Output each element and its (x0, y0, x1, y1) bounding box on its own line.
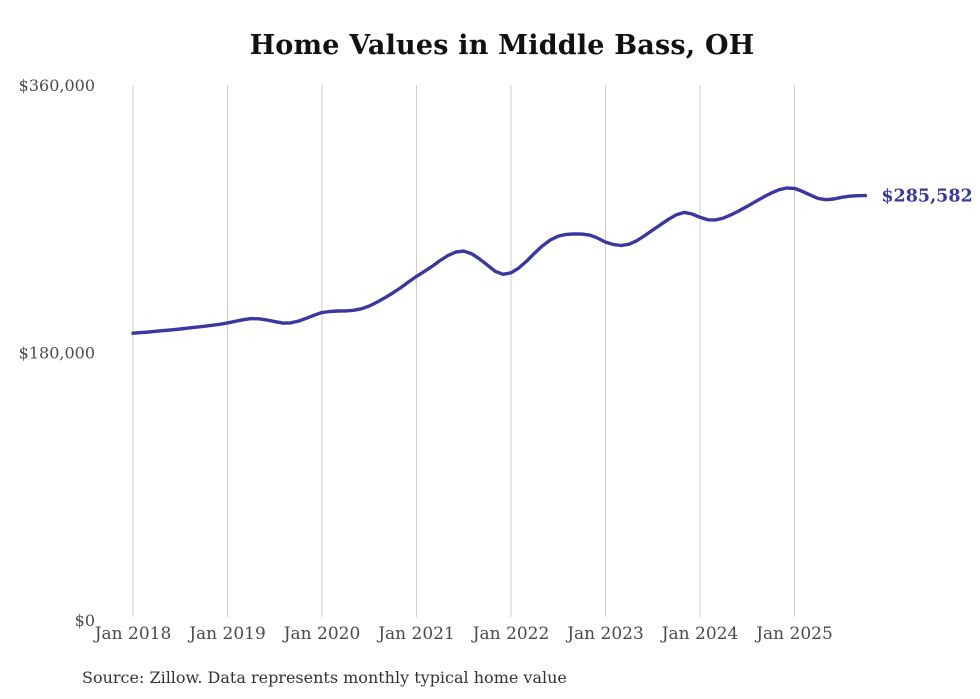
x-tick-label: Jan 2021 (376, 624, 455, 644)
y-tick-label: $0 (75, 611, 95, 630)
x-tick-label: Jan 2024 (660, 624, 739, 644)
home-value-line (131, 186, 868, 335)
x-tick-label: Jan 2025 (754, 624, 833, 644)
x-tick-label: Jan 2018 (93, 624, 172, 644)
x-tick-label: Jan 2019 (187, 624, 266, 644)
end-value-label: $285,582 (881, 187, 972, 207)
x-tick-label: Jan 2023 (565, 624, 644, 644)
source-note: Source: Zillow. Data represents monthly … (82, 668, 567, 687)
y-tick-label: $360,000 (19, 76, 95, 95)
x-tick-label: Jan 2020 (282, 624, 361, 644)
y-tick-label: $180,000 (19, 344, 95, 363)
page-title: Home Values in Middle Bass, OH (249, 30, 755, 61)
x-tick-label: Jan 2022 (471, 624, 550, 644)
